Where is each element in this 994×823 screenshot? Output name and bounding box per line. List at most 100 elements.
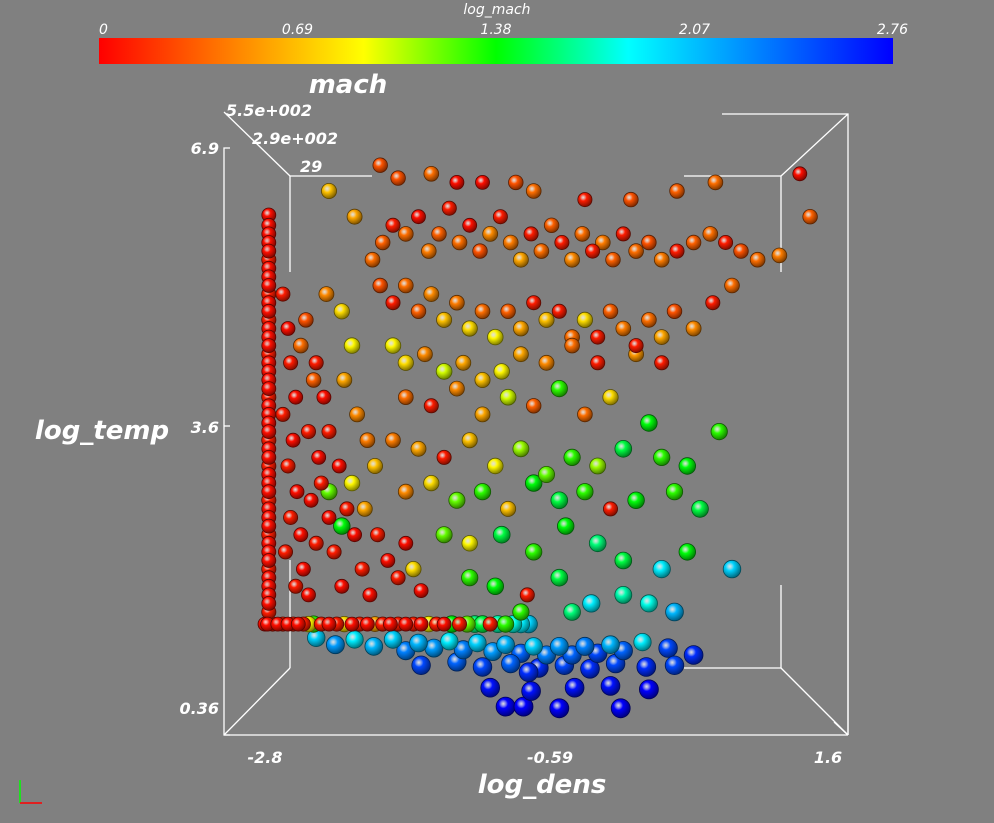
data-point [577, 192, 593, 208]
data-point [513, 346, 529, 363]
data-point [482, 225, 499, 242]
data-point [390, 170, 406, 186]
data-point [441, 200, 457, 216]
z-axis-ticks: 5.5e+002 2.9e+002 29 [226, 101, 338, 176]
data-point [665, 483, 684, 501]
x-axis-label: log_dens [478, 770, 607, 800]
data-point [293, 527, 309, 543]
data-point [614, 439, 633, 458]
z-axis-label: mach [309, 70, 388, 100]
data-point [343, 474, 361, 492]
data-point [641, 234, 657, 251]
colorbar-gradient [99, 38, 893, 64]
data-point [285, 432, 301, 448]
data-point [288, 578, 304, 594]
data-point [533, 243, 550, 259]
data-point [636, 657, 657, 677]
data-point [275, 406, 291, 422]
data-point [639, 679, 659, 700]
data-point [436, 311, 453, 328]
z-tick-label: 29 [300, 157, 322, 176]
data-point [518, 662, 539, 682]
data-point [316, 389, 332, 405]
data-point [326, 544, 342, 560]
data-point [423, 286, 440, 303]
data-point [628, 338, 644, 354]
colorbar-tick-label: 1.38 [480, 22, 511, 38]
data-point [462, 217, 478, 233]
colorbar-tick-label: 2.76 [877, 22, 908, 38]
data-point [449, 174, 465, 190]
right-edge-line [834, 113, 849, 735]
data-point [513, 251, 529, 268]
data-point [749, 251, 766, 268]
data-point [461, 320, 478, 337]
data-point [398, 616, 414, 632]
data-point [283, 355, 299, 371]
data-point [411, 655, 431, 676]
data-point [451, 234, 468, 251]
data-point [683, 645, 704, 665]
data-point [410, 303, 427, 320]
data-point [261, 449, 277, 465]
data-point [550, 568, 569, 587]
data-point [261, 484, 277, 500]
data-point [538, 354, 555, 371]
data-point [594, 234, 611, 251]
data-point [526, 398, 542, 414]
data-point [502, 234, 519, 251]
data-point [261, 518, 277, 534]
data-point [298, 312, 314, 328]
data-point [448, 491, 466, 509]
data-point [405, 560, 422, 578]
data-point [658, 638, 678, 658]
data-point [666, 303, 683, 320]
data-point [261, 338, 277, 354]
data-point [261, 278, 277, 293]
data-point [705, 295, 721, 311]
y-axis-ticks: 6.9 3.6 0.36 [180, 139, 219, 718]
left-axis-line [223, 147, 230, 736]
data-point [413, 616, 429, 632]
data-point [525, 543, 543, 561]
data-point [380, 553, 396, 568]
colorbar-tick-label: 0.69 [282, 22, 313, 38]
corner-line-br2 [833, 721, 849, 736]
data-point [397, 226, 414, 242]
data-point [280, 321, 296, 336]
data-point [580, 658, 600, 679]
data-point [564, 251, 580, 268]
data-point [473, 483, 492, 501]
data-point [321, 424, 337, 440]
data-point [487, 457, 504, 475]
data-point [345, 630, 364, 649]
data-point [409, 633, 428, 653]
data-point [292, 337, 309, 354]
data-point [410, 440, 427, 457]
data-point [398, 535, 414, 551]
data-point [448, 380, 465, 397]
data-point [305, 372, 322, 388]
data-point [526, 295, 542, 311]
data-point [678, 543, 697, 561]
data-point [524, 637, 543, 656]
data-point [423, 398, 439, 414]
data-point [600, 676, 621, 696]
data-point [300, 424, 316, 440]
scatter-points [257, 157, 818, 719]
data-point [385, 432, 401, 449]
bounding-box [223, 111, 849, 736]
data-point [359, 616, 375, 632]
data-point [416, 346, 433, 363]
data-point [344, 616, 360, 632]
z-tick-label: 2.9e+002 [252, 129, 338, 148]
data-point [474, 303, 491, 320]
data-point [685, 320, 702, 337]
data-point [563, 448, 581, 466]
data-point [423, 166, 440, 182]
data-point [588, 534, 607, 553]
data-point [512, 603, 530, 621]
data-point [383, 630, 403, 649]
data-point [500, 500, 517, 517]
data-point [346, 208, 363, 225]
